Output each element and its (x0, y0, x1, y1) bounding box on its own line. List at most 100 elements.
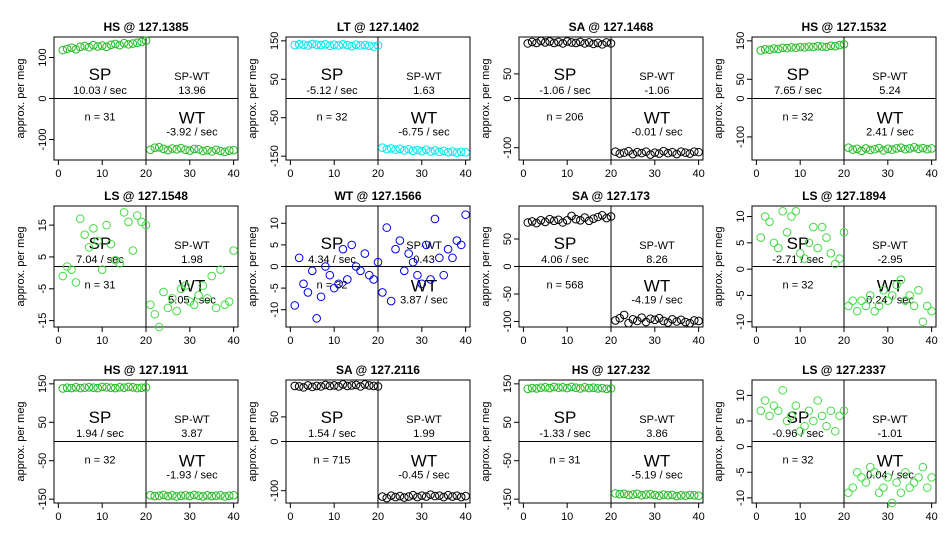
data-point (791, 401, 801, 410)
x-tick-label: 40 (925, 335, 937, 347)
y-tick-label: 50 (735, 73, 747, 85)
sp-wt-label: SP-WT (639, 414, 675, 426)
data-point (378, 143, 387, 152)
sp-wt-label: SP-WT (174, 240, 210, 252)
n-label: n = 206 (546, 112, 583, 124)
data-point (589, 214, 598, 223)
y-tick-label: 5 (269, 242, 281, 248)
data-point (641, 147, 651, 156)
wt-rate: -5.19 / sec (631, 470, 683, 482)
data-point (62, 383, 72, 392)
data-point (778, 43, 787, 53)
data-point (80, 383, 89, 392)
data-point (194, 145, 203, 154)
data-point (615, 489, 625, 499)
data-point (857, 146, 866, 156)
data-point (905, 291, 915, 300)
data-point (839, 406, 849, 416)
y-tick-label: 10 (735, 389, 747, 401)
data-point (435, 491, 444, 500)
data-point (835, 411, 844, 421)
data-point (689, 316, 699, 325)
sp-rate: -2.71 / sec (772, 254, 824, 266)
data-point (312, 40, 321, 49)
data-point (896, 143, 906, 152)
data-point (154, 322, 164, 332)
data-point (804, 42, 814, 51)
data-point (373, 41, 383, 50)
chart-panel: LS @ 127.1548 0 10 20 30 40 -15 -5 5 15 approx. pe… (15, 189, 240, 347)
data-point (404, 492, 413, 501)
data-point (905, 483, 915, 492)
wt-rate: -6.75 / sec (398, 127, 450, 139)
data-point (329, 283, 339, 293)
data-point (141, 36, 151, 45)
data-point (852, 306, 862, 316)
x-tick-label: 0 (55, 511, 61, 523)
data-point (343, 40, 352, 50)
x-tick-label: 0 (55, 168, 61, 180)
data-point (870, 144, 879, 154)
y-tick-label: -5 (37, 284, 49, 294)
data-point (172, 492, 181, 501)
data-point (426, 147, 435, 156)
data-point (93, 383, 103, 393)
data-point (685, 318, 695, 328)
data-point (597, 383, 607, 393)
data-point (137, 383, 146, 392)
data-point (606, 39, 616, 48)
data-point (159, 490, 168, 500)
data-point (307, 266, 317, 276)
data-point (922, 301, 932, 311)
data-point (800, 43, 809, 52)
data-point (356, 266, 365, 276)
sp-wt-label: SP-WT (872, 71, 908, 83)
n-label: n = 31 (85, 280, 116, 292)
data-point (809, 222, 818, 232)
y-tick-label: 50 (502, 416, 514, 428)
data-point (694, 147, 703, 157)
data-point (351, 262, 361, 271)
x-tick-label: 40 (459, 335, 471, 347)
data-point (672, 491, 682, 501)
data-point (132, 38, 142, 48)
x-tick-label: 20 (838, 335, 850, 347)
data-point (461, 148, 470, 157)
data-point (146, 300, 155, 310)
data-point (676, 315, 686, 325)
sp-wt-label: SP-WT (639, 240, 675, 252)
data-point (558, 218, 568, 227)
n-label: n = 32 (783, 280, 814, 292)
data-point (637, 313, 646, 322)
sp-label: SP (89, 408, 112, 427)
data-point (452, 148, 462, 157)
data-point (765, 411, 774, 421)
data-point (536, 216, 546, 225)
data-point (132, 211, 142, 220)
data-point (879, 285, 888, 295)
data-point (229, 246, 238, 255)
data-point (224, 146, 234, 155)
data-point (549, 382, 559, 392)
x-tick-label: 40 (692, 511, 704, 523)
data-point (909, 301, 919, 311)
data-point (646, 489, 655, 499)
data-point (456, 492, 466, 502)
x-tick-label: 40 (459, 168, 471, 180)
sp-label: SP (321, 234, 344, 253)
x-tick-label: 30 (649, 335, 661, 347)
data-point (611, 489, 620, 498)
data-point (927, 144, 936, 153)
data-point (203, 294, 212, 303)
data-point (914, 473, 923, 482)
data-point (676, 147, 686, 156)
data-point (887, 498, 897, 508)
data-point (176, 284, 186, 294)
data-point (119, 38, 129, 48)
chart-title: WT @ 127.1566 (334, 189, 421, 203)
data-point (62, 44, 72, 54)
data-point (685, 490, 695, 500)
data-point (443, 148, 453, 157)
data-point (756, 406, 766, 416)
data-point (146, 491, 155, 500)
